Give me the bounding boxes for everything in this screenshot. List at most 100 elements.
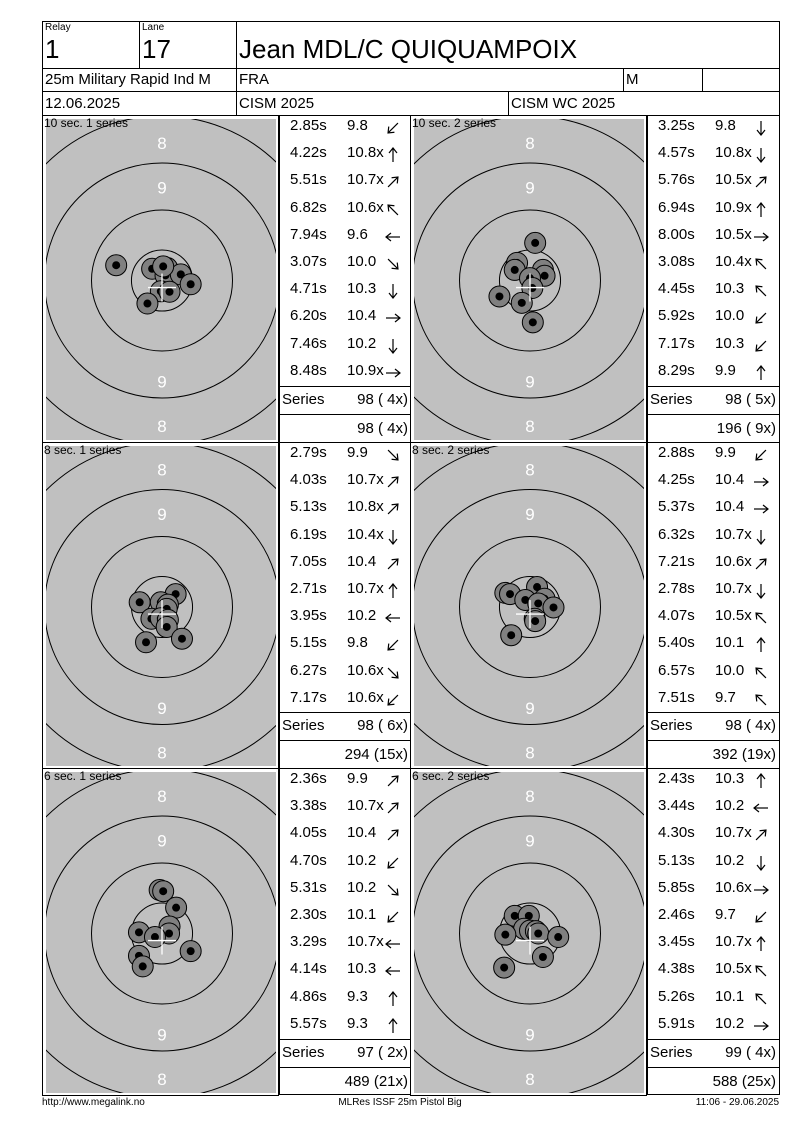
shot-score: 10.8x (347, 498, 384, 516)
series-title: 10 sec. 1 series (44, 116, 129, 130)
shot-time: 4.22s (290, 144, 327, 162)
shot-row: 2.30s 10.1 (280, 906, 413, 933)
direction-arrow-icon (387, 503, 399, 515)
relay-label: Relay (45, 22, 71, 33)
shot-row: 7.17s 10.3 (648, 335, 781, 362)
shot-score: 9.9 (715, 444, 736, 461)
panel-divider (42, 442, 780, 443)
shot-row: 4.25s 10.4 (648, 471, 781, 498)
shot-score: 9.9 (715, 361, 736, 379)
date: 12.06.2025 (45, 95, 121, 112)
shot-score: 10.1 (715, 987, 745, 1005)
direction-arrow-icon (387, 558, 399, 570)
shots-list-2: 3.25s 9.8 4.57s 10.8x 5.76s 10.5x 6.94s 10.9x 8.… (647, 115, 780, 442)
ring-number: 8 (157, 461, 166, 480)
shot-time: 2.30s (290, 906, 327, 923)
shots-list-3: 2.79s 9.9 4.03s 10.7x 5.13s 10.8x 6.19s 10.4x 7.… (279, 442, 412, 768)
ring-number: 8 (525, 1070, 534, 1089)
direction-arrow-icon (755, 911, 767, 923)
cumulative-total-row: 294 (15x) (280, 740, 411, 769)
shot-row: 6.82s 10.6x (280, 199, 413, 226)
shot-row: 4.38s 10.5x (648, 960, 781, 987)
shot-time: 8.00s (658, 225, 695, 243)
shot-row: 7.17s 10.6x (280, 689, 413, 716)
direction-arrow-icon (387, 911, 399, 923)
direction-arrow-icon (756, 637, 766, 653)
cumulative-total: 196 ( 9x) (716, 420, 776, 437)
shot-time: 2.43s (658, 770, 695, 787)
shot-time: 3.07s (290, 253, 327, 270)
direction-arrow-icon (386, 368, 401, 378)
shot-time: 4.30s (658, 824, 695, 842)
shot-time: 3.38s (290, 797, 327, 815)
ring-number: 8 (157, 744, 166, 763)
direction-arrow-icon (756, 201, 766, 217)
series-title: 8 sec. 2 series (412, 443, 490, 457)
series-label: Series (650, 391, 693, 408)
shot-time: 7.46s (290, 334, 327, 352)
series-label: Series (282, 391, 325, 408)
shot-row: 8.00s 10.5x (648, 226, 781, 253)
shots-list-6: 2.43s 10.3 3.44s 10.2 4.30s 10.7x 5.13s 10.2 5.8… (647, 768, 780, 1095)
ring-number: 8 (157, 1070, 166, 1089)
shot-score: 9.9 (347, 770, 368, 787)
shot-time: 7.17s (290, 688, 327, 706)
target-face: 8 9 9 8 (414, 119, 644, 440)
shot-row: 2.46s 9.7 (648, 906, 781, 933)
shot-score: 9.8 (347, 117, 368, 134)
direction-arrow-icon (387, 667, 399, 679)
direction-arrow-icon (755, 829, 767, 841)
shot-score: 9.9 (347, 444, 368, 461)
direction-arrow-icon (755, 965, 767, 977)
shot-row: 5.15s 9.8 (280, 634, 413, 661)
direction-arrow-icon (755, 313, 767, 325)
ring-number: 9 (157, 373, 166, 392)
shot-row: 3.25s 9.8 (648, 117, 781, 144)
shots-list-5: 2.36s 9.9 3.38s 10.7x 4.05s 10.4 4.70s 10.2 5.31… (279, 768, 412, 1095)
direction-arrow-icon (755, 340, 767, 352)
shot-row: 5.31s 10.2 (280, 879, 413, 906)
ring-number: 9 (157, 832, 166, 851)
shot-row: 6.57s 10.0 (648, 662, 781, 689)
series-total: 98 ( 4x) (725, 717, 776, 734)
series-label: Series (650, 1044, 693, 1061)
shot-time: 6.20s (290, 307, 327, 325)
shot-time: 5.26s (658, 987, 695, 1005)
shot-row: 5.13s 10.8x (280, 498, 413, 525)
ring-number: 9 (525, 505, 534, 524)
ring-number: 8 (157, 787, 166, 806)
target-face: 8 9 9 8 (46, 119, 276, 440)
target-6: 6 sec. 2 series 8 9 9 8 (410, 768, 647, 1096)
shot-row: 6.32s 10.7x (648, 526, 781, 553)
series-title: 6 sec. 1 series (44, 769, 122, 783)
shots-list-1: 2.85s 9.8 4.22s 10.8x 5.51s 10.7x 6.82s 10.6x 7.… (279, 115, 412, 442)
direction-arrow-icon (388, 990, 398, 1006)
shot-time: 3.45s (658, 933, 695, 951)
direction-arrow-icon (388, 338, 398, 354)
shot-time: 6.27s (290, 661, 327, 679)
shot-row: 5.37s 10.4 (648, 498, 781, 525)
shot-time: 2.46s (658, 906, 695, 923)
shot-row: 3.45s 10.7x (648, 933, 781, 960)
target-face: 8 9 9 8 (46, 446, 276, 766)
shot-time: 7.17s (658, 334, 695, 352)
shot-score: 10.4 (715, 498, 745, 516)
relay-value: 1 (45, 34, 60, 64)
shot-score: 9.7 (715, 688, 736, 706)
direction-arrow-icon (388, 1017, 398, 1033)
shot-score: 10.2 (715, 1014, 745, 1032)
shot-time: 2.36s (290, 770, 327, 787)
series-total: 98 ( 6x) (357, 717, 408, 734)
shot-row: 5.13s 10.2 (648, 852, 781, 879)
direction-arrow-icon (756, 584, 766, 599)
shot-time: 5.92s (658, 307, 695, 325)
direction-arrow-icon (756, 529, 766, 545)
direction-arrow-icon (755, 694, 767, 706)
nation: FRA (239, 71, 269, 88)
shot-score: 10.5x (715, 225, 752, 243)
shot-score: 9.8 (715, 117, 736, 134)
series-total-row: Series 98 ( 6x) (280, 712, 411, 741)
shot-score: 10.8x (347, 144, 384, 162)
ring-number: 9 (525, 832, 534, 851)
direction-arrow-icon (385, 966, 400, 976)
